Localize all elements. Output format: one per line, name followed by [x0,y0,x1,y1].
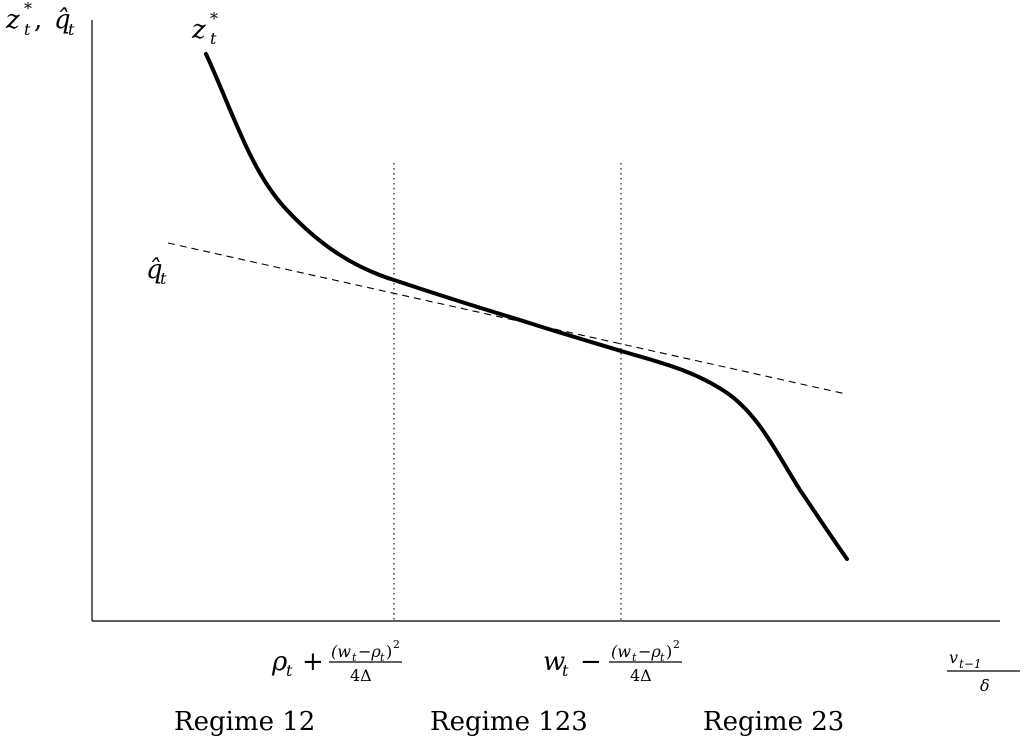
svg-text:*: * [210,9,218,28]
svg-text:4Δ: 4Δ [630,666,652,685]
svg-text:): ) [666,642,672,661]
threshold-label-2: w t − (w t −ρ t ) 2 4Δ [543,638,682,685]
svg-text:ρ: ρ [271,647,288,677]
regime-label-23: Regime 23 [703,707,844,737]
svg-text:t−1: t−1 [959,657,982,671]
svg-text:q̂: q̂ [54,5,71,35]
svg-text:−ρ: −ρ [638,642,661,661]
svg-text:q̂: q̂ [146,255,163,285]
svg-text:t: t [68,20,75,39]
svg-text:t: t [380,651,385,664]
svg-text:*: * [24,0,32,18]
x-axis-label: v t−1 δ [947,648,1020,695]
svg-text:+: + [302,647,324,677]
svg-text:(w: (w [331,642,351,661]
curve-label: z * t [191,9,218,48]
svg-text:t: t [210,29,217,48]
svg-text:t: t [24,20,31,39]
q-hat-line [167,242,847,395]
z-star-curve [204,52,849,561]
svg-text:v: v [949,648,958,667]
svg-text:−ρ: −ρ [358,642,381,661]
svg-text:δ: δ [980,676,990,695]
svg-text:2: 2 [393,638,400,651]
svg-text:−: − [580,647,602,677]
svg-text:t: t [352,651,357,664]
svg-text:4Δ: 4Δ [350,666,372,685]
regime-label-123: Regime 123 [430,707,588,737]
y-axis-label: z * t , q̂ t [5,0,75,39]
svg-text:w: w [543,647,565,677]
svg-text:z: z [5,5,20,35]
svg-text:t: t [660,651,665,664]
svg-text:): ) [386,642,392,661]
svg-text:t: t [632,651,637,664]
line-label: q̂ t [146,255,167,288]
svg-text:2: 2 [673,638,680,651]
svg-text:t: t [160,269,167,288]
svg-text:t: t [286,661,293,680]
regime-label-12: Regime 12 [174,707,315,737]
threshold-label-1: ρ t + (w t −ρ t ) 2 4Δ [271,638,402,685]
svg-text:,: , [34,5,42,35]
svg-text:z: z [191,15,206,45]
svg-text:t: t [562,661,569,680]
svg-text:(w: (w [611,642,631,661]
